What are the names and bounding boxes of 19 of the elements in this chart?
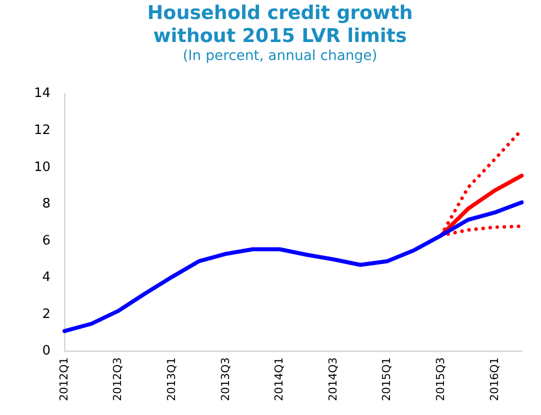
x-tick-label: 2015Q1 — [380, 357, 394, 402]
x-tick-label: 2012Q3 — [111, 357, 124, 402]
x-tick-label: 2012Q1 — [57, 357, 70, 402]
x-tick-label: 2015Q3 — [434, 357, 447, 402]
x-tick-label: 2014Q3 — [326, 357, 340, 402]
chart-title: Household credit growth without 2015 LVR limits — [146, 2, 414, 48]
y-tick-label: 4 — [42, 270, 51, 286]
y-tick-label: 12 — [34, 122, 51, 138]
y-tick-label: 0 — [42, 344, 51, 359]
y-tick-label: 2 — [42, 306, 51, 322]
y-tick-label: 8 — [42, 196, 51, 212]
x-tick-label: 2016Q1 — [488, 357, 501, 402]
y-tick-label: 14 — [34, 86, 51, 102]
chart-subtitle: (In percent, annual change) — [182, 48, 378, 64]
y-tick-label: 10 — [34, 160, 51, 175]
x-tick-label: 2014Q1 — [272, 357, 286, 402]
x-tick-label: 2013Q1 — [164, 357, 178, 402]
y-tick-label: 6 — [42, 233, 51, 248]
x-tick-label: 2013Q3 — [218, 357, 232, 402]
